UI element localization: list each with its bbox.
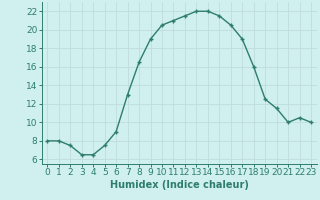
X-axis label: Humidex (Indice chaleur): Humidex (Indice chaleur) — [110, 180, 249, 190]
